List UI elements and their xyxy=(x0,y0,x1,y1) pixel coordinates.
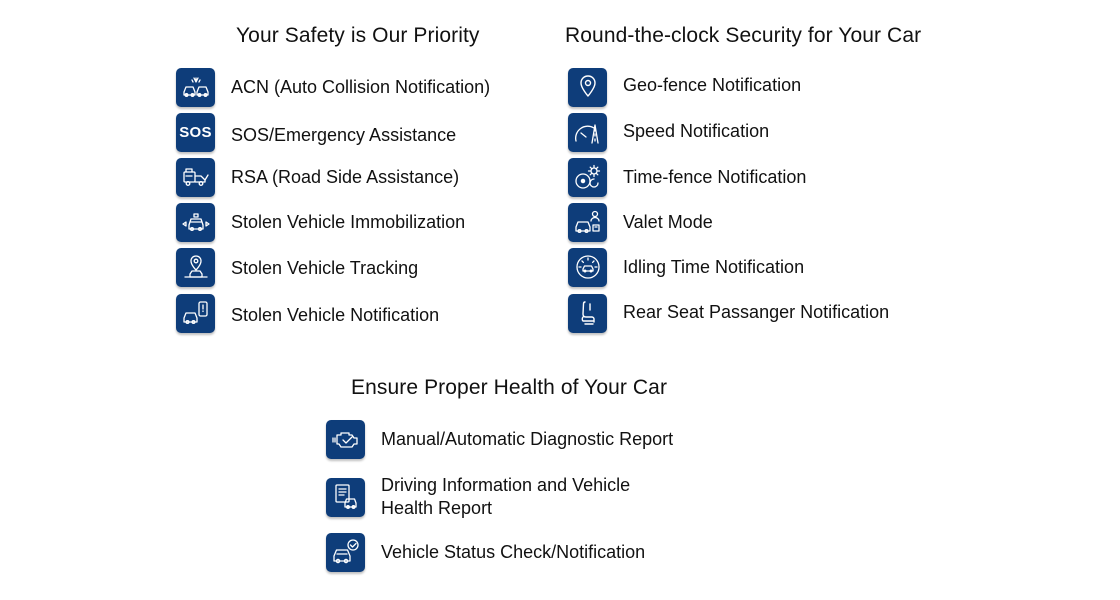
feature-item-acn: ACN (Auto Collision Notification) xyxy=(176,67,490,107)
feature-label: Vehicle Status Check/Notification xyxy=(381,541,646,562)
feature-label: Manual/Automatic Diagnostic Report xyxy=(381,428,674,449)
feature-label: Rear Seat Passanger Notification xyxy=(623,301,890,322)
section-title-health: Ensure Proper Health of Your Car xyxy=(351,376,668,399)
valet-car-icon xyxy=(568,202,607,242)
safety-section: Your Safety is Our Priority ACN (Auto Co… xyxy=(176,0,536,340)
feature-item-immobilization: Stolen Vehicle Immobilization xyxy=(176,202,465,242)
section-title-safety: Your Safety is Our Priority xyxy=(236,24,480,47)
feature-label: Geo-fence Notification xyxy=(623,74,802,95)
feature-item-sos: SOS SOS/Emergency Assistance xyxy=(176,112,456,152)
tow-truck-icon xyxy=(176,157,215,197)
feature-item-valet-mode: Valet Mode xyxy=(568,202,713,242)
feature-label: Stolen Vehicle Notification xyxy=(231,304,440,325)
location-tracking-icon xyxy=(176,247,215,287)
feature-label: Speed Notification xyxy=(623,120,770,141)
car-collision-icon xyxy=(176,67,215,107)
car-report-icon xyxy=(326,477,365,517)
feature-label: SOS/Emergency Assistance xyxy=(231,124,457,145)
section-title-security: Round-the-clock Security for Your Car xyxy=(565,24,922,47)
feature-item-rsa: RSA (Road Side Assistance) xyxy=(176,157,459,197)
feature-label: Idling Time Notification xyxy=(623,256,805,277)
engine-check-icon xyxy=(326,419,365,459)
car-status-check-icon xyxy=(326,532,365,572)
feature-item-driving-information: Driving Information and Vehicle Health R… xyxy=(326,474,671,520)
security-section: Round-the-clock Security for Your Car Ge… xyxy=(565,0,968,340)
health-section: Ensure Proper Health of Your Car Manual/… xyxy=(326,360,746,590)
immobilized-car-icon xyxy=(176,202,215,242)
feature-item-tracking: Stolen Vehicle Tracking xyxy=(176,247,418,287)
feature-label: Stolen Vehicle Immobilization xyxy=(231,211,466,232)
feature-label: Stolen Vehicle Tracking xyxy=(231,258,419,278)
feature-label: Valet Mode xyxy=(623,211,713,232)
idling-gauge-icon xyxy=(568,247,607,287)
feature-item-diagnostic-report: Manual/Automatic Diagnostic Report xyxy=(326,419,673,459)
feature-item-geo-fence: Geo-fence Notification xyxy=(568,67,801,107)
feature-item-rear-seat: Rear Seat Passanger Notification xyxy=(568,293,889,333)
car-seat-icon xyxy=(568,293,607,333)
feature-item-vehicle-status: Vehicle Status Check/Notification xyxy=(326,532,645,572)
map-pin-icon xyxy=(568,67,607,107)
feature-label: Driving Information and Vehicle Health R… xyxy=(381,475,631,518)
clock-gear-icon xyxy=(568,157,607,197)
feature-item-stolen-notification: Stolen Vehicle Notification xyxy=(176,293,439,333)
sos-icon: SOS xyxy=(176,112,215,152)
feature-label: ACN (Auto Collision Notification) xyxy=(231,76,491,97)
feature-label: Time-fence Notification xyxy=(623,166,807,187)
feature-label: RSA (Road Side Assistance) xyxy=(231,166,460,187)
speedometer-road-icon xyxy=(568,112,607,152)
feature-item-idling: Idling Time Notification xyxy=(568,247,804,287)
feature-item-time-fence: Time-fence Notification xyxy=(568,157,806,197)
car-phone-alert-icon xyxy=(176,293,215,333)
feature-item-speed: Speed Notification xyxy=(568,112,769,152)
